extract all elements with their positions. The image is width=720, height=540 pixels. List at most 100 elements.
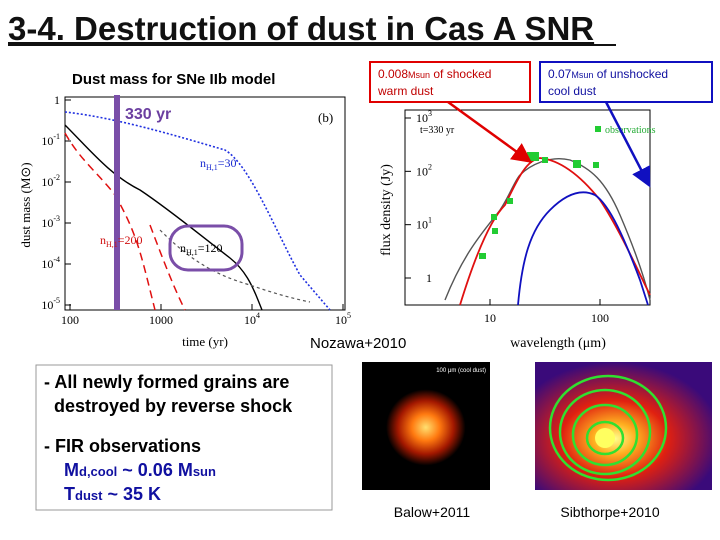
- tick-base: 10: [41, 175, 53, 189]
- legend-marker: [595, 126, 601, 132]
- tick-exp: -3: [53, 214, 60, 223]
- tick-label: 100: [61, 313, 79, 327]
- tick-base: 10: [416, 218, 428, 232]
- tick-label: 101: [416, 216, 432, 232]
- image-caption: Balow+2011: [394, 504, 471, 520]
- curve-label: nH,1=30: [200, 156, 237, 172]
- legend-time: t=330 yr: [420, 125, 455, 136]
- tick-label: 1: [426, 271, 432, 285]
- tick-base: 10: [41, 298, 53, 312]
- curve-red: [64, 132, 156, 311]
- y-axis-label: flux density (Jy): [379, 164, 394, 256]
- observations: [479, 126, 601, 259]
- curve-label: nH,1=120: [180, 241, 223, 257]
- bullet: Md,cool ~ 0.06 Msun: [64, 460, 216, 480]
- tick-base: 10: [41, 257, 53, 271]
- tick-base: 10: [335, 313, 347, 327]
- obs-point: [573, 160, 581, 168]
- arrow-red: [447, 100, 533, 163]
- right-axes: [404, 109, 651, 306]
- tick-label: 102: [416, 162, 432, 178]
- tick-label: 100: [591, 311, 609, 325]
- credit: Nozawa+2010: [310, 335, 406, 352]
- tick-label: 103: [416, 109, 432, 125]
- curve-black: [64, 124, 263, 311]
- tick-exp: 5: [347, 311, 351, 320]
- slide-title: 3-4. Destruction of dust in Cas A SNR: [8, 10, 594, 47]
- curve-blue: [64, 111, 331, 311]
- unshocked-text: 0.07Msun of unshocked: [548, 67, 668, 81]
- obs-point: [479, 253, 486, 259]
- tick-base: 100: [61, 313, 79, 327]
- tick-base: 10: [41, 134, 53, 148]
- image-blob: [386, 389, 466, 466]
- panel-label: (b): [318, 110, 333, 125]
- tick-exp: 4: [256, 311, 260, 320]
- tick-base: 10: [41, 216, 53, 230]
- tick-exp: -5: [53, 296, 60, 305]
- tick-label: 1: [54, 93, 60, 107]
- image-core: [595, 428, 615, 448]
- obs-point: [492, 228, 498, 234]
- tick-exp: 2: [428, 162, 432, 171]
- age-marker: [114, 95, 120, 310]
- tick-label: 10-3: [41, 214, 60, 230]
- tick-exp: -1: [53, 132, 60, 141]
- shocked-text: warm dust: [377, 84, 434, 98]
- obs-point: [491, 214, 497, 220]
- left-axes: [64, 96, 346, 311]
- age-label: 330 yr: [125, 106, 171, 123]
- obs-point: [542, 157, 548, 163]
- sed-warm: [459, 157, 651, 306]
- legend-observations: observations: [605, 125, 656, 136]
- obs-point: [593, 162, 599, 168]
- tick-label: 10: [484, 311, 496, 325]
- image-caption: Sibthorpe+2010: [560, 504, 659, 520]
- obs-point: [527, 152, 539, 161]
- bullet-box: [35, 364, 333, 511]
- image-label: 100 μm (cool dust): [436, 368, 486, 374]
- tick-label: 10-1: [41, 132, 60, 148]
- tick-exp: 3: [428, 109, 432, 118]
- tick-base: 1: [54, 93, 60, 107]
- bullet: Tdust ~ 35 K: [64, 484, 161, 504]
- tick-exp: -2: [53, 173, 60, 182]
- tick-base: 10: [244, 313, 256, 327]
- right-plot: t=330 yr observations flux density (Jy) …: [379, 109, 656, 351]
- curve-label: nH,1=200: [100, 233, 143, 249]
- tick-label: 10-2: [41, 173, 60, 189]
- shocked-box: [369, 61, 531, 103]
- tick-exp: 1: [428, 216, 432, 225]
- left-plot: 330 yr (b) nH,1=30 nH,1=200 nH,1=120 dus…: [18, 93, 351, 349]
- bullet: - All newly formed grains are: [44, 372, 289, 392]
- tick-base: 10: [416, 164, 428, 178]
- tick-label: 10-5: [41, 296, 60, 312]
- tick-exp: -4: [53, 255, 60, 264]
- highlight-ring: [168, 224, 244, 272]
- tick-base: 10: [416, 111, 428, 125]
- curve-red-2: [149, 224, 186, 311]
- bullet: - FIR observations: [44, 436, 201, 456]
- tick-base: 1: [426, 271, 432, 285]
- obs-point: [507, 198, 513, 204]
- sed-total: [444, 158, 651, 301]
- tick-label: 104: [244, 311, 260, 327]
- bullet: destroyed by reverse shock: [54, 396, 293, 416]
- tick-label: 10-4: [41, 255, 60, 271]
- tick-base: 1000: [149, 313, 173, 327]
- arrow-blue: [604, 101, 651, 188]
- tick-label: 105: [335, 311, 351, 327]
- tick-label: 1000: [149, 313, 173, 327]
- x-axis-label: time (yr): [182, 334, 228, 349]
- image-sibthorpe: [535, 362, 712, 490]
- contours: [548, 374, 668, 482]
- left-caption: Dust mass for SNe IIb model: [72, 71, 275, 88]
- x-axis-label: wavelength (μm): [510, 336, 606, 351]
- sed-cool: [517, 191, 649, 306]
- y-axis-label: dust mass (M⊙): [18, 162, 33, 247]
- unshocked-box: [539, 61, 713, 103]
- shocked-text: 0.008Msun of shocked: [378, 67, 491, 81]
- unshocked-text: cool dust: [548, 84, 597, 98]
- curve-gray: [159, 229, 311, 303]
